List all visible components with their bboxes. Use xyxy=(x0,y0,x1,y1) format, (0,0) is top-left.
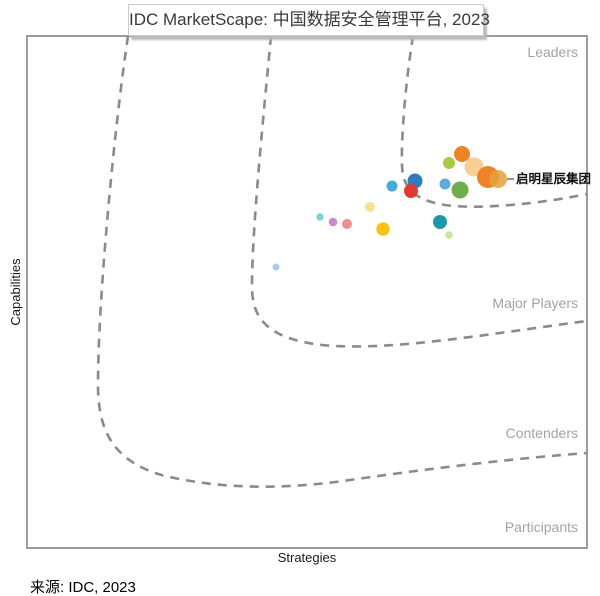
bubble-vendor xyxy=(433,215,447,229)
y-axis-label: Capabilities xyxy=(8,258,23,326)
region-boundary-major-players-boundary xyxy=(250,35,588,348)
bubble-vendor xyxy=(445,231,453,239)
region-label-leaders: Leaders xyxy=(527,44,578,60)
bubble-vendor xyxy=(386,180,398,192)
bubble-vendor xyxy=(376,222,390,236)
plot-border xyxy=(26,35,588,549)
region-label-contenders: Contenders xyxy=(506,425,578,441)
bubble-vendor xyxy=(365,202,375,212)
bubble-vendor xyxy=(454,146,470,162)
bubble-vendor xyxy=(342,219,352,229)
chart-title: IDC MarketScape: 中国数据安全管理平台, 2023 xyxy=(128,4,490,36)
bubble-vendor xyxy=(404,184,418,198)
bubble-vendor xyxy=(272,263,280,271)
bubble-vendor xyxy=(328,217,338,227)
region-boundary-contenders-boundary xyxy=(96,35,588,488)
bubble-vendor xyxy=(443,157,455,169)
bubble-labeled-vendor xyxy=(489,170,507,188)
bubble-vendor xyxy=(316,213,324,221)
x-axis-label: Strategies xyxy=(277,550,337,565)
region-label-major-players: Major Players xyxy=(492,295,578,311)
bubble-vendor xyxy=(439,178,451,190)
bubble-vendor xyxy=(451,181,469,199)
annotation-vendor-name: 启明星辰集团 xyxy=(516,171,591,186)
source-note: 来源: IDC, 2023 xyxy=(30,579,136,596)
region-boundary-leaders-boundary xyxy=(400,35,588,208)
region-label-participants: Participants xyxy=(505,519,578,535)
